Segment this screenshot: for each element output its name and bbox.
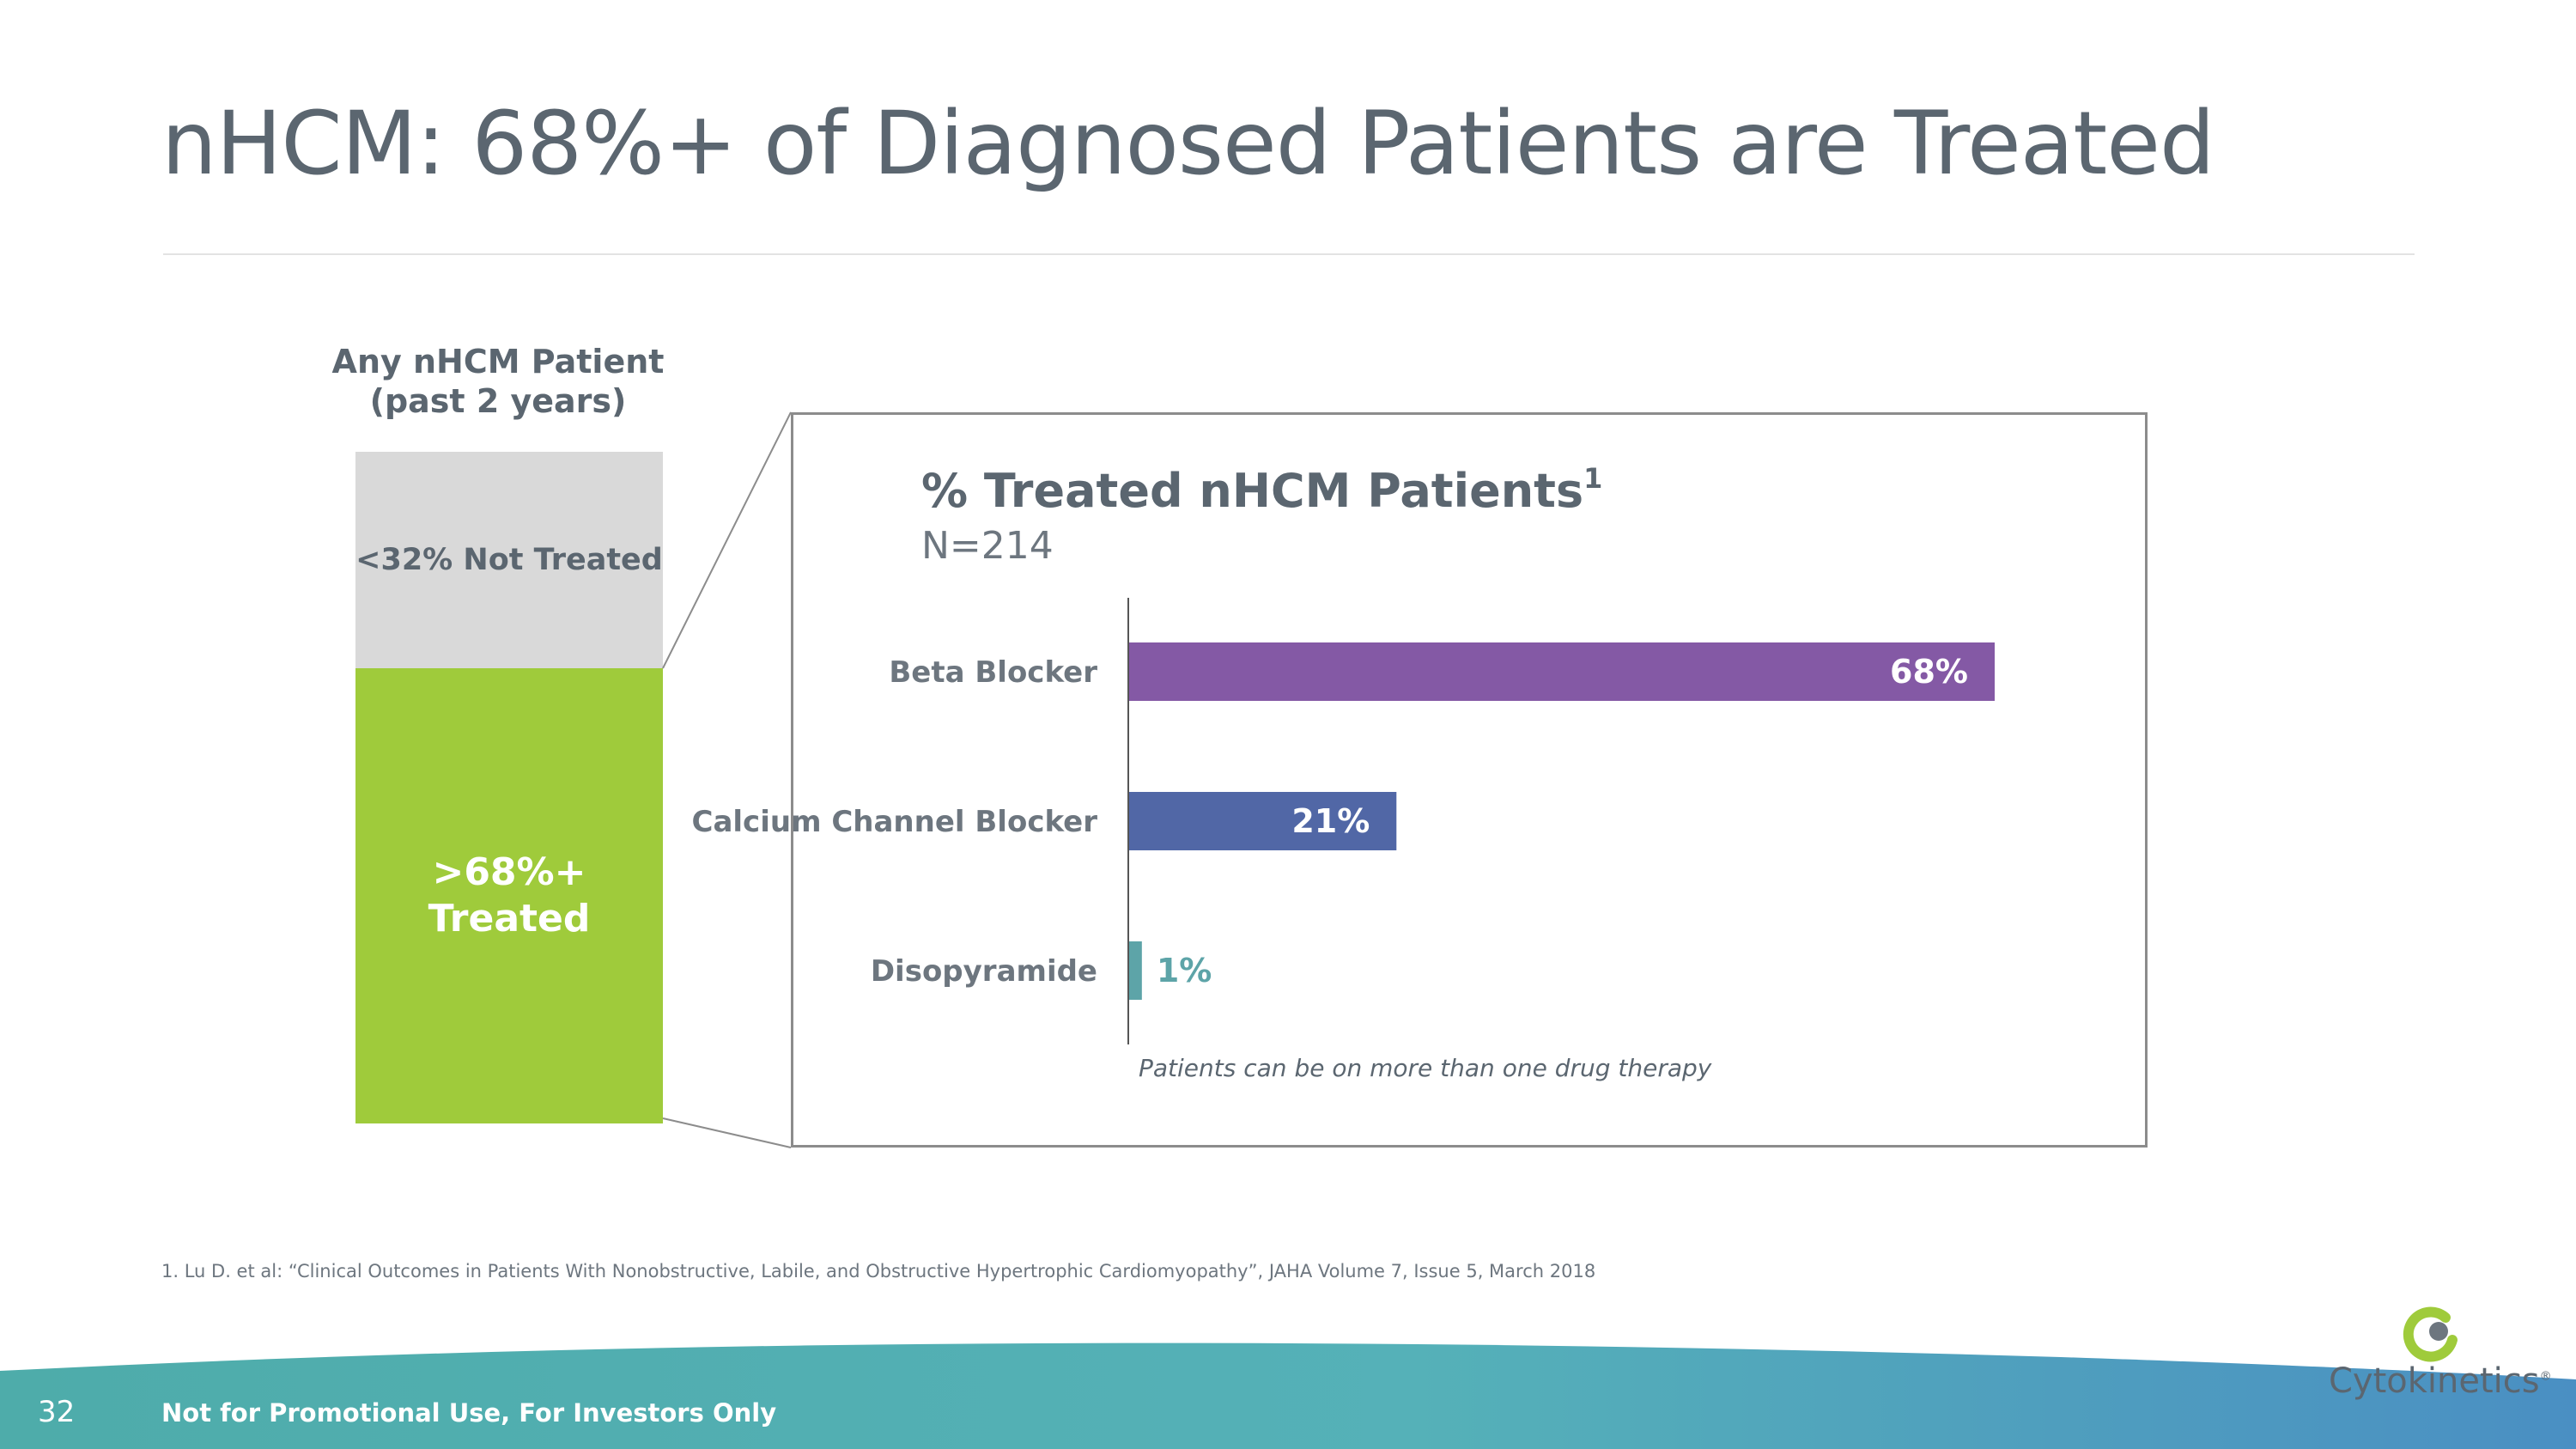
logo-name: Cytokinetics	[2329, 1361, 2540, 1401]
stack-header-line1: Any nHCM Patient	[331, 343, 665, 381]
bar-disopyramide	[1129, 941, 1142, 1000]
chart-subtitle: N=214	[921, 524, 1054, 568]
treated-label-line2: Treated	[428, 897, 591, 941]
bar-beta-blocker	[1129, 642, 1995, 701]
category-label: Calcium Channel Blocker	[692, 805, 1098, 839]
value-label: 1%	[1157, 952, 1212, 989]
chart-title-text: % Treated nHCM Patients	[921, 464, 1584, 518]
footer-disclaimer: Not for Promotional Use, For Investors O…	[161, 1398, 777, 1428]
not-treated-label: <32% Not Treated	[355, 543, 663, 577]
logo-registered-mark: ®	[2539, 1369, 2552, 1384]
chart-title: % Treated nHCM Patients1	[921, 462, 1603, 518]
chart-note: Patients can be on more than one drug th…	[1139, 1054, 1712, 1082]
title-divider	[163, 253, 2415, 255]
treated-label-line1: >68%+	[432, 850, 586, 894]
slide-title: nHCM: 68%+ of Diagnosed Patients are Tre…	[161, 93, 2215, 195]
category-label: Beta Blocker	[889, 655, 1097, 690]
footnote: 1. Lu D. et al: “Clinical Outcomes in Pa…	[161, 1261, 1596, 1282]
treated-segment: >68%+ Treated	[355, 668, 663, 1123]
cytokinetics-logo-text: Cytokinetics®	[2329, 1361, 2552, 1401]
value-label: 68%	[1890, 653, 1968, 691]
category-label: Disopyramide	[871, 954, 1097, 989]
page-number: 32	[38, 1395, 76, 1429]
stack-header-line2: (past 2 years)	[369, 382, 627, 420]
cytokinetics-logo-icon	[2403, 1306, 2458, 1362]
footer-wave	[0, 1342, 2576, 1449]
value-label: 21%	[1291, 802, 1370, 840]
chart-title-superscript: 1	[1583, 462, 1603, 495]
bar-calcium-channel-blocker	[1129, 792, 1397, 850]
stack-header: Any nHCM Patient (past 2 years)	[326, 342, 670, 421]
not-treated-segment: <32% Not Treated	[355, 452, 663, 668]
chart-panel	[791, 412, 2148, 1148]
